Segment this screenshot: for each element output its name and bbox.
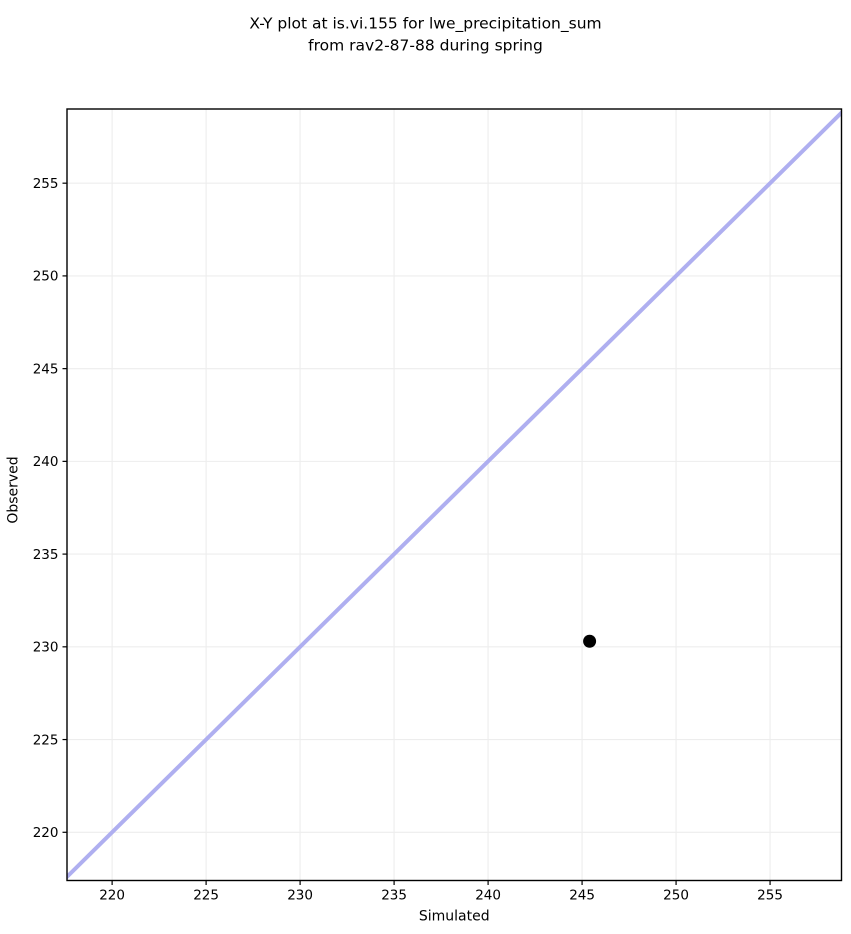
x-tick-label: 235	[381, 888, 407, 904]
y-tick-label: 225	[33, 732, 59, 748]
y-tick-label: 240	[33, 454, 59, 470]
plot-border	[66, 108, 843, 882]
y-tick-label: 250	[33, 269, 59, 285]
x-tick-label: 250	[663, 888, 689, 904]
y-tick-label: 220	[33, 825, 59, 841]
x-axis-label: Simulated	[419, 909, 490, 925]
y-axis-label: Observed	[6, 456, 22, 523]
y-tick-label: 255	[33, 176, 59, 192]
x-tick-label: 255	[757, 888, 783, 904]
x-tick-label: 230	[287, 888, 313, 904]
x-tick-label: 245	[569, 888, 595, 904]
series-layer	[67, 109, 842, 880]
x-tick-label: 240	[475, 888, 501, 904]
tick-layer: 220 225 230 235 240 245 250 255 220 225 230 235 240 2…	[33, 176, 783, 904]
y-tick-label: 245	[33, 361, 59, 377]
y-tick-label: 230	[33, 640, 59, 656]
grid-layer	[67, 109, 842, 881]
plot-title-line2: from rav2-87-88 during spring	[308, 37, 543, 55]
x-tick-label: 220	[99, 888, 125, 904]
observation-point	[583, 634, 597, 648]
plot-title-line1: X-Y plot at is.vi.155 for lwe_precipitat…	[249, 15, 601, 34]
y-tick-label: 235	[33, 547, 59, 563]
x-tick-label: 225	[193, 888, 219, 904]
identity-line	[67, 109, 842, 880]
